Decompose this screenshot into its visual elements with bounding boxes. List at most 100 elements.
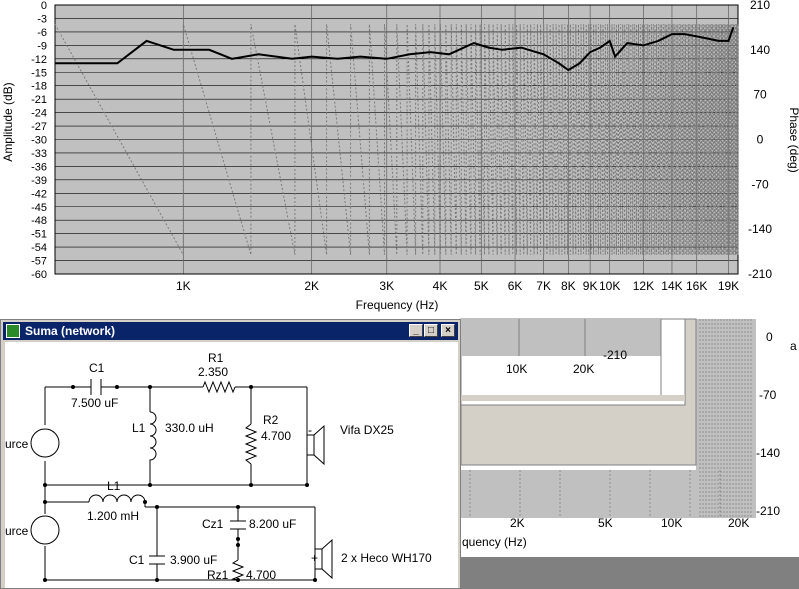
network-window-titlebar[interactable]: Suma (network) _ □ × [3,322,458,340]
l1-inductor-symbol[interactable] [149,411,157,462]
bg-xaxis-label-partial: quency (Hz) [462,535,527,549]
y-tick-left: -9 [37,40,47,52]
l1-2-value: 1.200 mH [87,509,140,523]
rz1-resistor-symbol[interactable] [231,559,245,581]
y-tick-left: -45 [31,202,47,214]
x-tick: 12K [633,279,654,293]
y-tick-left: -48 [31,215,47,227]
x-tick: 3K [379,279,394,293]
rz1-name: Rz1 [207,568,229,582]
desktop-background [461,557,799,589]
y-tick-left: -39 [31,175,47,187]
x-tick: 6K [508,279,523,293]
y-tick-left: -6 [37,27,47,39]
c1-2-name: C1 [129,553,145,567]
network-window[interactable]: Suma (network) _ □ × [0,319,461,589]
c1-value: 7.500 uF [71,396,119,410]
r1-value: 2.350 [198,365,229,379]
bg-right-tick-0: 0 [766,330,773,344]
speaker-2-symbol[interactable] [314,538,333,580]
cz1-capacitor-symbol[interactable] [230,520,246,530]
x-tick: 4K [433,279,448,293]
y-tick-left: -21 [31,94,47,106]
x-tick: 7K [536,279,551,293]
y-tick-left: -42 [31,188,47,200]
x-tick: 5K [474,279,489,293]
y-tick-left: -36 [31,161,47,173]
bg-xtick-20k: 20K [728,516,750,530]
y-tick-left: -27 [31,121,47,133]
bg-right-tick-140: -140 [756,446,781,460]
phase-curve [54,23,739,257]
x-tick: 2K [304,279,319,293]
l1-2-name: L1 [107,479,121,493]
speaker-1-symbol[interactable] [306,424,325,466]
x-tick: 8K [561,279,576,293]
y-tick-left: -51 [31,229,47,241]
y-tick-left: -30 [31,135,47,147]
c1-capacitor-symbol[interactable] [90,379,102,395]
speaker-2-name: 2 x Heco WH170 [341,551,432,565]
y-tick-left: -3 [37,13,47,25]
x-tick: 1K [176,279,191,293]
c1-2-capacitor-symbol[interactable] [149,555,165,565]
bg-xtick-20k-small: 20K [573,362,595,376]
bg-xtick-10k-small: 10K [506,362,528,376]
y-tick-left: -15 [31,67,47,79]
y-tick-right: 140 [750,43,770,57]
y-tick-left: -54 [31,242,47,254]
y-tick-right: -140 [748,222,772,236]
maximize-button[interactable]: □ [424,324,438,337]
speaker-2-polarity: + [311,551,319,565]
y-tick-left: 0 [41,0,47,12]
bg-edge-char: a [790,339,797,353]
c1-2-value: 3.900 uF [170,553,218,567]
network-window-title: Suma (network) [25,324,116,338]
r2-value: 4.700 [261,429,292,443]
y-tick-right: 210 [750,0,770,12]
source-2-label: urce [5,524,29,538]
x-tick: 19K [718,279,739,293]
close-button[interactable]: × [441,324,455,337]
amplitude-curve [55,27,735,72]
network-schematic[interactable]: urce C1 7.500 uF R1 2.350 L1 330.0 uH R2… [5,342,458,588]
y-tick-left: -60 [31,269,47,281]
x-axis-label: Frequency (Hz) [356,298,439,312]
r2-name: R2 [263,413,279,427]
network-app-icon[interactable] [6,324,20,338]
l1-name: L1 [132,421,146,435]
y-tick-left: -12 [31,54,47,66]
r1-name: R1 [208,351,224,365]
bg-xtick-2k: 2K [510,516,525,530]
source-1-symbol[interactable] [30,428,60,458]
frequency-response-chart: 0-3-6-9-12-15-18-21-24-27-30-33-36-39-42… [1,0,799,312]
x-tick: 16K [686,279,707,293]
l1-2-inductor-symbol[interactable] [88,494,146,503]
c1-name: C1 [89,361,105,375]
bg-right-tick-70: -70 [759,388,777,402]
speaker-1-name: Vifa DX25 [340,423,394,437]
y-axis-label-amplitude: Amplitude (dB) [1,82,15,161]
source-1-label: urce [5,437,29,451]
y-tick-right: -70 [751,177,769,191]
cz1-name: Cz1 [202,517,224,531]
x-tick: 14K [661,279,682,293]
r1-resistor-symbol[interactable] [202,380,236,394]
l1-value: 330.0 uH [165,421,214,435]
y-tick-right: -210 [748,267,772,281]
bg-phase-label: -210 [603,348,628,362]
minimize-button[interactable]: _ [409,324,423,337]
y-tick-left: -18 [31,81,47,93]
y-tick-left: -24 [31,108,47,120]
x-tick: 9K [583,279,598,293]
y-tick-right: 70 [753,88,767,102]
y-tick-left: -57 [31,256,47,268]
y-axis-label-phase: Phase (deg) [787,107,799,172]
bg-xtick-5k: 5K [598,516,613,530]
y-tick-right: 0 [757,133,764,147]
r2-resistor-symbol[interactable] [244,423,258,465]
source-2-symbol[interactable] [30,515,60,545]
x-tick: 10K [599,279,620,293]
schematic-drawing [30,379,333,582]
bg-right-tick-210: -210 [756,504,781,518]
